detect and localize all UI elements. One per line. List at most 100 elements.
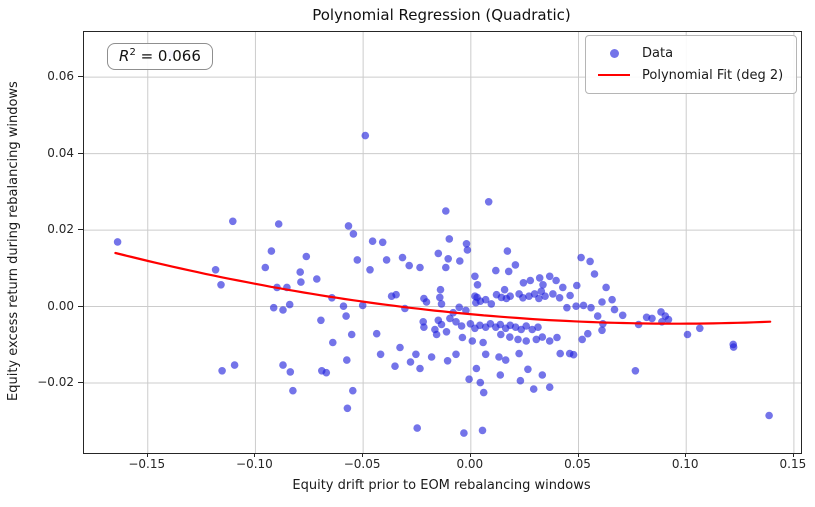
data-point [462, 306, 470, 315]
data-point [283, 283, 291, 292]
y-tick-label: 0.06 [47, 69, 74, 84]
data-point [631, 367, 640, 375]
data-point [317, 316, 325, 325]
data-point [529, 385, 538, 393]
data-point [511, 261, 520, 269]
y-axis-label: Equity excess return during rebalancing … [6, 81, 21, 402]
data-point [392, 290, 400, 299]
data-point [500, 285, 509, 294]
y-tick-mark [78, 305, 83, 307]
data-point [535, 274, 544, 282]
data-point [274, 220, 283, 228]
data-point [593, 312, 602, 320]
data-point [599, 320, 607, 328]
data-point [504, 267, 513, 276]
data-point [506, 333, 514, 341]
data-point [412, 350, 420, 359]
data-point [538, 333, 547, 341]
data-point [368, 237, 377, 245]
data-point [578, 335, 586, 344]
legend-label: Polynomial Fit (deg 2) [642, 67, 784, 83]
data-point [683, 330, 692, 339]
data-point [515, 290, 523, 298]
data-point [472, 364, 481, 373]
x-tick-label: −0.15 [128, 457, 166, 471]
data-point [347, 330, 356, 339]
x-tick-label: −0.05 [343, 457, 381, 471]
data-point [413, 424, 422, 432]
plot-canvas [84, 32, 801, 453]
data-point [476, 321, 484, 330]
data-point [481, 350, 490, 359]
data-point [217, 281, 225, 289]
data-point [524, 365, 532, 374]
data-point [528, 325, 536, 334]
data-point [598, 298, 606, 306]
data-point [522, 322, 530, 330]
legend-label: Data [642, 45, 674, 61]
data-point [286, 368, 295, 376]
data-point [506, 321, 514, 330]
chart-title: Polynomial Regression (Quadratic) [312, 6, 571, 24]
data-point [545, 337, 554, 345]
polynomial-fit-line [114, 251, 772, 325]
data-point [587, 303, 595, 312]
data-point [420, 323, 428, 332]
data-point [462, 240, 471, 248]
data-point [525, 292, 533, 301]
x-axis-label: Equity drift prior to EOM rebalancing wi… [292, 478, 591, 493]
data-point [443, 357, 452, 365]
data-point [522, 337, 530, 345]
data-point [406, 358, 415, 366]
data-point [458, 333, 467, 342]
data-point [481, 323, 490, 332]
data-point [401, 304, 409, 313]
data-point [642, 313, 651, 322]
data-point [515, 349, 523, 358]
data-point [420, 294, 428, 303]
fit-line-icon [598, 74, 630, 76]
r-squared-annotation: R2 = 0.066 [107, 43, 213, 70]
data-point [473, 293, 481, 302]
data-point [436, 285, 445, 294]
data-point [211, 266, 220, 274]
data-point [610, 305, 619, 314]
data-point [534, 323, 542, 332]
data-point [729, 340, 737, 349]
data-point [538, 371, 547, 379]
data-point [261, 263, 270, 272]
data-point [572, 302, 580, 311]
data-point [577, 253, 585, 262]
x-tick-mark [254, 453, 256, 457]
data-point [602, 283, 610, 292]
data-point [472, 298, 480, 307]
data-point [442, 263, 450, 272]
data-point [230, 361, 239, 369]
data-point [446, 314, 454, 323]
data-point [269, 303, 278, 312]
y-tick-mark [78, 152, 83, 154]
data-point [563, 303, 571, 312]
data-point [535, 294, 543, 303]
data-point [598, 326, 606, 335]
data-point [419, 318, 428, 326]
data-point [696, 324, 704, 333]
data-point [342, 312, 350, 320]
data-point [422, 298, 431, 306]
data-point [398, 253, 407, 262]
x-tick-mark [146, 453, 148, 457]
data-point [339, 302, 348, 311]
data-point [552, 276, 560, 285]
data-point [532, 335, 541, 344]
data-point [496, 371, 505, 379]
data-point [313, 275, 321, 283]
data-point [396, 343, 404, 352]
data-point [349, 230, 358, 238]
data-point [466, 320, 475, 328]
data-point [318, 367, 326, 375]
data-point [487, 300, 496, 308]
x-tick-mark [362, 453, 364, 457]
data-point [501, 356, 510, 364]
data-point [579, 301, 588, 310]
